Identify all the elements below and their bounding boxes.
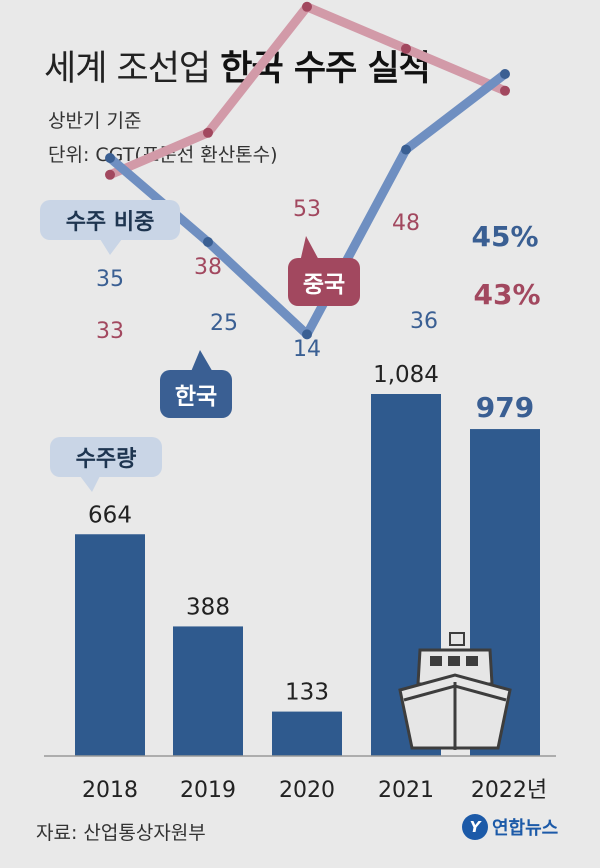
china-line <box>105 2 510 180</box>
korea-value-label: 35 <box>96 267 124 292</box>
china-point <box>203 127 213 138</box>
china-series-label: 중국 <box>288 258 360 306</box>
volume-pill-tail <box>80 476 100 492</box>
china-value-label: 33 <box>96 319 124 344</box>
korea-point <box>401 144 411 155</box>
china-pill-tail <box>300 236 320 262</box>
volume-label: 수주량 <box>50 437 162 477</box>
korea-point <box>203 237 213 247</box>
bar-2020 <box>272 711 342 756</box>
share-label: 수주 비중 <box>40 200 180 240</box>
bar-2018 <box>75 534 145 756</box>
china-value-label: 38 <box>194 255 222 280</box>
logo-text: 연합뉴스 <box>492 818 559 839</box>
korea-series-label: 한국 <box>160 370 232 418</box>
korea-point <box>302 329 312 340</box>
china-value-label: 53 <box>293 197 321 222</box>
korea-value-label: 45% <box>471 220 538 253</box>
china-value-label: 43% <box>473 278 540 311</box>
x-tick-label: 2019 <box>180 778 236 803</box>
yonhap-logo: Y 연합뉴스 <box>462 814 558 840</box>
korea-value-label: 14 <box>293 337 321 362</box>
korea-point <box>500 69 510 79</box>
china-value-label: 48 <box>392 211 420 236</box>
chart-title: 세계 조선업 한국 수주 실적 <box>44 40 431 91</box>
yonhap-logo-icon: Y <box>462 814 488 840</box>
bar-value-label: 133 <box>285 680 329 706</box>
share-pill-tail <box>100 239 122 255</box>
bar-value-label: 664 <box>88 502 132 528</box>
title-regular: 세계 조선업 <box>44 49 211 89</box>
x-tick-label: 2020 <box>279 778 335 803</box>
subtitle: 상반기 기준 <box>48 110 142 132</box>
bar-value-label: 979 <box>476 391 534 424</box>
korea-pill-tail <box>190 350 214 374</box>
bar-value-label: 388 <box>186 594 230 620</box>
china-point <box>105 169 115 180</box>
x-tick-label: 2022년 <box>471 778 547 803</box>
x-tick-label: 2021 <box>378 778 434 803</box>
china-point <box>401 43 411 54</box>
korea-value-label: 25 <box>210 311 238 336</box>
china-point <box>500 85 510 96</box>
bar-2019 <box>173 626 243 756</box>
bar-value-label: 1,084 <box>373 362 439 388</box>
korea-value-label: 36 <box>410 309 438 334</box>
china-point <box>302 1 312 12</box>
x-tick-label: 2018 <box>82 778 138 803</box>
source-note: 자료: 산업통상자원부 <box>36 822 206 844</box>
korea-point <box>105 153 115 163</box>
ship-icon <box>398 632 512 750</box>
